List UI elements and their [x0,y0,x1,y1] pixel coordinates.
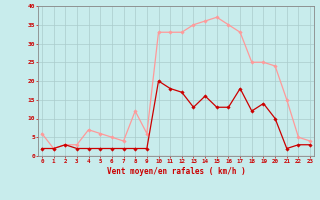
X-axis label: Vent moyen/en rafales ( km/h ): Vent moyen/en rafales ( km/h ) [107,167,245,176]
